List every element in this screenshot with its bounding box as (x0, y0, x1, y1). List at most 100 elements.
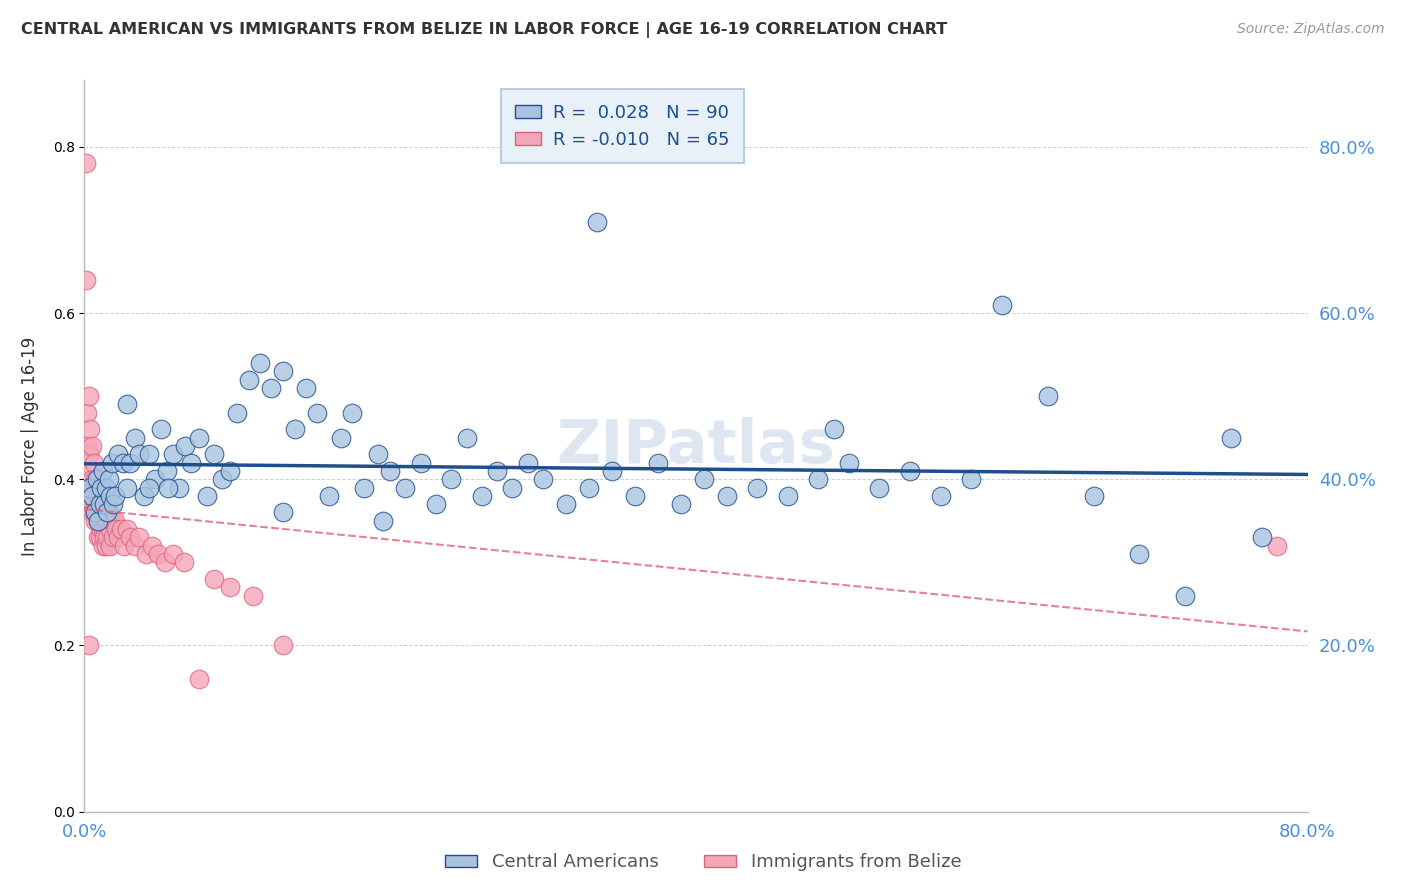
Point (624, 489, 647, 503)
Point (149, 422, 172, 436)
Point (83, 481, 105, 495)
Point (367, 447, 389, 461)
Point (103, 497, 125, 511)
Point (776, 489, 799, 503)
Point (318, 489, 340, 503)
Point (173, 555, 195, 569)
Point (77, 447, 100, 461)
Point (516, 456, 538, 470)
Legend: R =  0.028   N = 90, R = -0.010   N = 65: R = 0.028 N = 90, R = -0.010 N = 65 (501, 89, 744, 163)
Point (87, 489, 110, 503)
Point (96, 506, 118, 520)
Point (295, 381, 318, 395)
Point (135, 547, 157, 561)
Point (409, 456, 432, 470)
Point (371, 514, 394, 528)
Point (80, 439, 103, 453)
Point (167, 481, 190, 495)
Point (991, 298, 1014, 312)
Point (585, 214, 607, 228)
Point (84, 497, 107, 511)
Point (157, 481, 180, 495)
Point (531, 472, 554, 486)
Point (105, 522, 128, 536)
Point (156, 464, 179, 478)
Point (1220, 431, 1243, 445)
Point (79, 422, 101, 436)
Point (271, 506, 294, 520)
Point (104, 514, 127, 528)
Point (1036, 389, 1059, 403)
Point (128, 447, 150, 461)
Point (138, 481, 160, 495)
Point (83, 456, 105, 470)
Point (380, 464, 402, 478)
Point (104, 489, 127, 503)
Point (97, 472, 120, 486)
Point (96, 530, 118, 544)
Point (242, 589, 264, 603)
Point (97, 506, 120, 520)
Point (115, 522, 138, 536)
Point (76, 439, 98, 453)
Point (90, 522, 112, 536)
Point (202, 447, 225, 461)
Point (669, 497, 692, 511)
Point (111, 456, 134, 470)
Point (425, 497, 447, 511)
Point (75, 273, 97, 287)
Point (90, 481, 112, 495)
Point (80, 472, 103, 486)
Point (101, 456, 124, 470)
Point (218, 580, 240, 594)
Point (330, 431, 353, 445)
Point (340, 406, 363, 420)
Point (647, 456, 669, 470)
Point (87, 514, 110, 528)
Point (823, 422, 845, 436)
Point (188, 431, 211, 445)
Point (486, 464, 509, 478)
Point (77, 481, 100, 495)
Point (98, 539, 121, 553)
Point (238, 372, 260, 386)
Point (146, 547, 169, 561)
Point (83, 506, 105, 520)
Point (838, 456, 860, 470)
Point (1265, 539, 1288, 553)
Point (84, 506, 107, 520)
Point (91, 539, 114, 553)
Point (76, 406, 98, 420)
Point (440, 472, 463, 486)
Point (98, 522, 121, 536)
Point (89, 530, 111, 544)
Point (162, 547, 184, 561)
Point (174, 439, 197, 453)
Point (87, 530, 110, 544)
Point (1128, 547, 1150, 561)
Point (86, 481, 108, 495)
Point (84, 472, 107, 486)
Point (89, 514, 111, 528)
Point (807, 472, 830, 486)
Point (1174, 589, 1197, 603)
Point (89, 497, 111, 511)
Point (91, 506, 114, 520)
Point (98, 489, 121, 503)
Point (305, 406, 328, 420)
Point (124, 431, 146, 445)
Point (1083, 489, 1105, 503)
Point (101, 514, 124, 528)
Point (90, 497, 112, 511)
Point (692, 472, 714, 486)
Point (94, 514, 117, 528)
Point (124, 539, 146, 553)
Point (271, 364, 294, 378)
Text: Source: ZipAtlas.com: Source: ZipAtlas.com (1237, 22, 1385, 37)
Point (284, 422, 307, 436)
Point (600, 464, 623, 478)
Point (86, 472, 108, 486)
Point (107, 447, 129, 461)
Point (143, 472, 166, 486)
Point (132, 489, 155, 503)
